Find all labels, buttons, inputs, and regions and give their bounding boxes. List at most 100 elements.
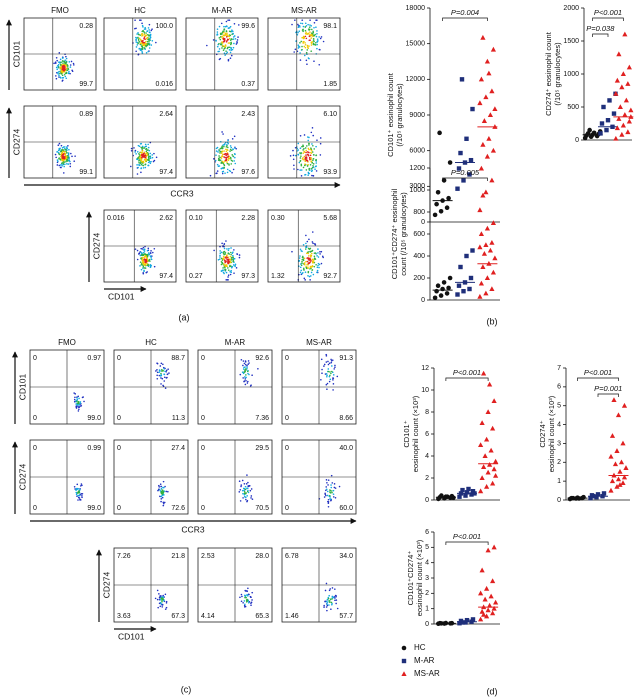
data-point <box>614 77 620 83</box>
event-dot <box>140 171 142 174</box>
event-dot <box>301 22 304 25</box>
quadrant-percent: 92.6 <box>255 355 269 362</box>
event-dot <box>218 258 221 260</box>
event-dot <box>144 153 147 155</box>
event-dot <box>162 504 165 507</box>
event-dot <box>291 250 293 253</box>
event-dot <box>240 485 242 488</box>
event-dot <box>216 163 219 166</box>
event-dot <box>144 26 146 29</box>
event-dot <box>55 77 58 80</box>
event-dot <box>66 66 69 68</box>
event-dot <box>134 248 137 250</box>
quadrant-percent: 0 <box>117 415 121 422</box>
event-dot <box>305 169 308 171</box>
event-dot <box>143 47 145 49</box>
event-dot <box>151 28 153 30</box>
quadrant-percent: 3.63 <box>117 613 131 620</box>
event-dot <box>312 165 314 167</box>
event-dot <box>299 169 302 171</box>
event-dot <box>327 498 330 501</box>
y-tick-label: 1500 <box>563 38 579 45</box>
event-dot <box>332 496 335 498</box>
event-dot <box>226 38 229 41</box>
event-dot <box>162 594 164 597</box>
data-point <box>480 264 486 269</box>
event-dot <box>159 605 162 608</box>
event-dot <box>144 166 147 169</box>
data-point <box>484 275 490 280</box>
event-dot <box>328 380 331 383</box>
event-dot <box>246 499 249 502</box>
event-dot <box>141 52 144 54</box>
data-point <box>604 127 609 133</box>
event-dot <box>219 252 222 255</box>
event-dot <box>62 76 65 79</box>
data-point <box>485 547 491 553</box>
quadrant-percent: 97.4 <box>159 273 173 280</box>
event-dot <box>140 33 143 35</box>
y-tick-label: 6 <box>425 529 429 536</box>
event-dot <box>328 589 331 592</box>
event-dot <box>227 46 229 49</box>
event-dot <box>225 50 227 52</box>
event-dot <box>310 149 313 152</box>
event-dot <box>225 20 228 23</box>
data-point <box>401 645 407 651</box>
event-dot <box>145 256 147 258</box>
event-dot <box>308 35 311 38</box>
event-dot <box>137 32 139 34</box>
event-dot <box>293 51 295 53</box>
event-dot <box>70 60 73 63</box>
event-dot <box>332 374 335 376</box>
event-dot <box>146 149 148 152</box>
event-dot <box>59 149 61 151</box>
event-dot <box>78 397 80 400</box>
data-point <box>490 147 496 153</box>
p-value: P<0.001 <box>584 368 612 377</box>
quadrant-percent: 100.0 <box>155 23 173 30</box>
event-dot <box>312 153 315 156</box>
event-dot <box>57 73 59 75</box>
data-point <box>482 596 488 602</box>
event-dot <box>307 57 310 59</box>
y-axis-label: CD101 <box>11 41 21 68</box>
x-axis-label: CCR3 <box>181 524 204 534</box>
event-dot <box>57 160 59 163</box>
data-point <box>438 293 444 298</box>
event-dot <box>244 378 247 380</box>
event-dot <box>138 252 141 255</box>
event-dot <box>318 48 321 51</box>
event-dot <box>74 488 76 490</box>
event-dot <box>58 153 61 156</box>
event-dot <box>61 165 63 167</box>
event-dot <box>308 151 310 154</box>
event-dot <box>303 263 306 266</box>
y-tick-label: 9000 <box>409 112 425 119</box>
event-dot <box>305 158 307 161</box>
event-dot <box>306 33 309 35</box>
event-dot <box>226 51 229 54</box>
event-dot <box>81 396 84 399</box>
event-dot <box>224 34 227 36</box>
event-dot <box>331 602 333 605</box>
event-dot <box>147 143 149 146</box>
data-point <box>447 275 453 281</box>
event-dot <box>303 147 305 150</box>
y-tick-label: 0 <box>425 497 429 504</box>
event-dot <box>160 500 162 503</box>
y-tick-label: 8 <box>425 409 429 416</box>
event-dot <box>81 496 83 499</box>
event-dot <box>141 149 144 152</box>
event-dot <box>319 142 322 145</box>
significance-bracket <box>592 33 609 37</box>
event-dot <box>223 145 225 148</box>
event-dot <box>141 145 144 148</box>
event-dot <box>331 370 333 373</box>
data-point <box>463 620 468 625</box>
event-dot <box>69 160 71 163</box>
event-dot <box>144 145 147 148</box>
quadrant-percent: 65.3 <box>255 613 269 620</box>
event-dot <box>156 368 158 371</box>
event-dot <box>232 148 234 150</box>
